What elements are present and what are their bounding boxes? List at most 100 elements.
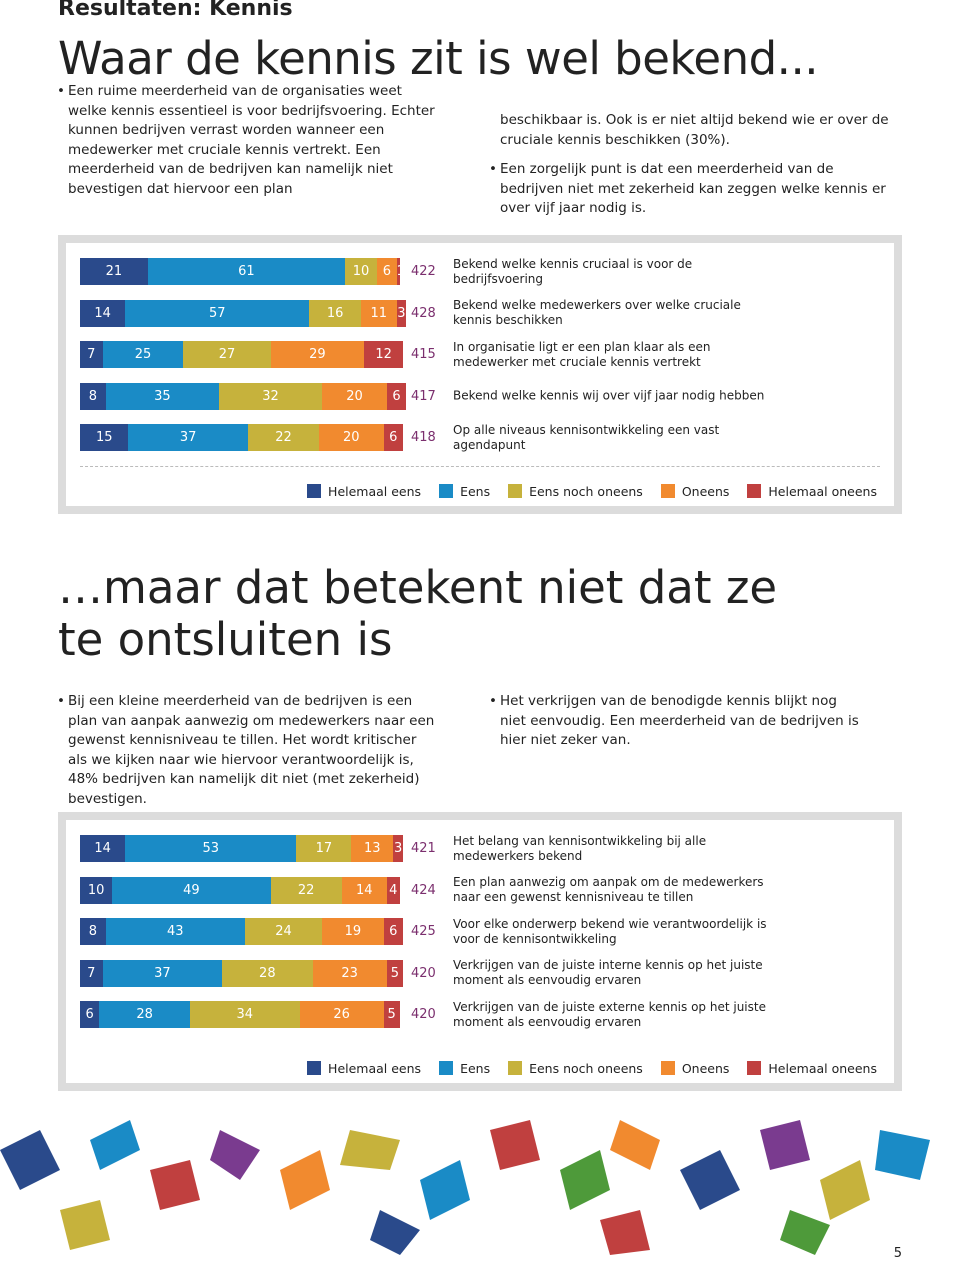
bar-segment: 8 — [80, 918, 106, 945]
category-label: Het belang van kennisontwikkeling bij al… — [453, 833, 707, 863]
bar-segment: 11 — [361, 299, 397, 327]
category-label: Bekend welke kennis cruciaal is voor de … — [453, 256, 693, 286]
paragraph: Het verkrijgen van de benodigde kennis b… — [489, 692, 860, 751]
legend-swatch — [439, 484, 454, 498]
bar-segment: 34 — [189, 1001, 300, 1028]
bar-segment: 32 — [218, 382, 323, 410]
bar-segment: 43 — [105, 918, 245, 945]
bar-segment: 14 — [80, 835, 126, 862]
paragraph: Bij een kleine meerderheid van de bedrij… — [57, 692, 438, 809]
column: beschikbaar is. Ook is er niet altijd be… — [489, 111, 900, 229]
legend-swatch — [747, 484, 762, 498]
legend-item: Eens — [439, 1061, 490, 1076]
sample-size: 425 — [411, 924, 436, 939]
bar-segment: 29 — [270, 341, 365, 368]
bar-segment: 6 — [80, 1001, 100, 1028]
legend-swatch — [660, 1061, 675, 1075]
confetti — [0, 1120, 930, 1255]
bar-segment: 6 — [383, 424, 403, 451]
legend-item: Helemaal eens — [307, 484, 421, 499]
paragraph: Een ruime meerderheid van de organisatie… — [57, 82, 438, 199]
legend-item: Oneens — [660, 1061, 730, 1076]
bar-segment: 28 — [99, 1001, 190, 1028]
bar-segment: 14 — [341, 876, 387, 904]
legend-swatch — [660, 484, 675, 498]
bar-segment: 23 — [312, 959, 387, 987]
bar-segment: 3 — [393, 835, 403, 862]
bar-segment: 28 — [222, 959, 313, 987]
column: Bij een kleine meerderheid van de bedrij… — [57, 692, 438, 819]
bar-segment: 7 — [80, 341, 103, 368]
bar-segment: 20 — [322, 382, 387, 410]
bar-segment: 57 — [125, 299, 310, 327]
category-label: In organisatie ligt er een plan klaar al… — [453, 339, 711, 369]
bar-segment: 3 — [396, 299, 407, 327]
bar-segment: 4 — [386, 876, 400, 904]
category-label: Op alle niveaus kennisontwikkeling een v… — [453, 422, 720, 452]
bar-segment: 22 — [270, 876, 342, 904]
legend-swatch — [439, 1061, 454, 1075]
chart: 14 53 17 13 3 421 Het belang van kennisontwikk… — [58, 812, 902, 1091]
category-label: Een plan aanwezig om aanpak om de medewe… — [453, 875, 764, 904]
legend-swatch — [307, 484, 322, 498]
legend-label: Eens noch oneens — [529, 484, 643, 499]
chart: 21 61 10 6 1 422 Bekend welke kennis cruciaal … — [58, 235, 902, 514]
paragraph: Een zorgelijk punt is dat een meerderhei… — [489, 160, 900, 219]
title: Waar de kennis zit is wel bekend... — [58, 32, 819, 85]
bar-segment: 6 — [383, 918, 403, 945]
category-label: Bekend welke kennis wij over vijf jaar n… — [453, 388, 765, 403]
bar-segment: 49 — [112, 876, 271, 904]
sample-size: 422 — [411, 264, 436, 279]
sample-size: 428 — [411, 305, 436, 321]
legend-item: Helemaal eens — [307, 1061, 421, 1076]
legend-label: Oneens — [681, 1061, 730, 1076]
bar-segment: 21 — [80, 258, 148, 285]
bar-segment: 53 — [125, 835, 297, 862]
legend: Helemaal eens Eens Eens noch oneens Oneens H… — [66, 484, 877, 499]
bar-segment: 24 — [244, 918, 323, 945]
category-label: Verkrijgen van de juiste interne kennis … — [453, 958, 763, 987]
bar-segment: 10 — [344, 258, 378, 285]
sample-size: 421 — [411, 841, 436, 856]
sample-size: 420 — [411, 1007, 436, 1022]
bar-segment: 1 — [396, 258, 405, 285]
bar-segment: 12 — [364, 341, 403, 368]
sample-size: 415 — [411, 347, 436, 362]
legend-swatch — [307, 1061, 322, 1075]
bar-segment: 5 — [383, 1001, 400, 1028]
bar-segment: 7 — [80, 959, 103, 987]
bar-segment: 6 — [386, 382, 407, 410]
bar-segment: 5 — [386, 959, 403, 987]
legend-item: Oneens — [660, 484, 730, 499]
legend-label: Helemaal eens — [328, 1061, 422, 1076]
legend-label: Eens — [460, 484, 491, 499]
legend: Helemaal eens Eens Eens noch oneens Oneens H… — [66, 1061, 877, 1076]
bar-segment: 35 — [105, 382, 219, 410]
bar-segment: 13 — [351, 835, 394, 862]
bar-segment: 26 — [299, 1001, 384, 1028]
legend-label: Helemaal oneens — [768, 484, 877, 499]
legend-label: Oneens — [681, 484, 730, 499]
legend-item: Eens noch oneens — [508, 484, 643, 499]
bar-segment: 61 — [147, 258, 345, 285]
kicker: Resultaten: Kennis — [58, 0, 293, 21]
bar-segment: 16 — [309, 299, 361, 327]
legend-label: Eens noch oneens — [529, 1061, 643, 1076]
legend-item: Helemaal oneens — [747, 484, 877, 499]
legend-item: Helemaal oneens — [747, 1061, 877, 1076]
bar-segment: 20 — [319, 424, 384, 451]
legend-swatch — [747, 1061, 762, 1075]
column: Het verkrijgen van de benodigde kennis b… — [489, 692, 860, 761]
category-label: Bekend welke medewerkers over welke cruc… — [453, 298, 741, 327]
bar-segment: 19 — [322, 918, 384, 945]
bar-segment: 10 — [80, 876, 113, 904]
bar-segment: 8 — [80, 382, 106, 410]
legend-label: Helemaal oneens — [768, 1061, 877, 1076]
sample-size: 417 — [411, 388, 436, 404]
sample-size: 418 — [411, 430, 436, 445]
bar-segment: 17 — [296, 835, 352, 862]
section-title: …maar dat betekent niet dat ze te ontslu… — [58, 561, 778, 666]
legend-swatch — [508, 484, 523, 498]
bar-segment: 6 — [377, 258, 397, 285]
